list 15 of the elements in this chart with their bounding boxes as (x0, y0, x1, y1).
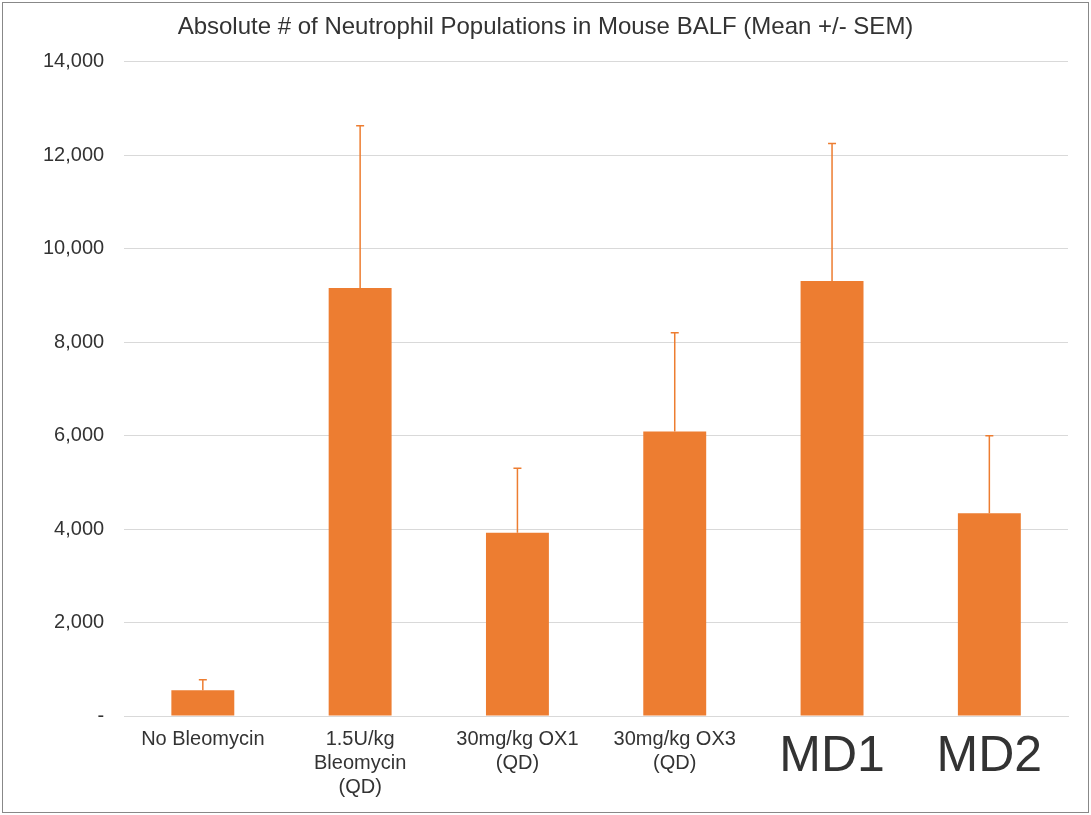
x-tick-label: 30mg/kg OX1 (QD) (456, 726, 579, 773)
chart-title: Absolute # of Neutrophil Populations in Mouse BALF (Mean +/- SEM) (177, 12, 914, 40)
y-tick-label: 8,000 (54, 329, 105, 352)
x-tick-label: 30mg/kg OX3 (QD) (613, 726, 736, 773)
y-tick-label: - (97, 703, 105, 726)
x-tick-label: MD2 (936, 725, 1043, 782)
y-tick-label: 12,000 (43, 142, 105, 165)
x-tick-label: 1.5U/kg Bleomycin (QD) (314, 726, 407, 797)
y-tick-label: 14,000 (43, 49, 105, 72)
y-tick-label: 2,000 (54, 610, 105, 633)
x-tick-label: No Bleomycin (141, 726, 265, 749)
y-tick-label: 6,000 (54, 423, 105, 446)
x-tick-label: MD1 (779, 725, 885, 782)
y-tick-label: 10,000 (43, 236, 105, 259)
y-tick-label: 4,000 (54, 516, 105, 539)
